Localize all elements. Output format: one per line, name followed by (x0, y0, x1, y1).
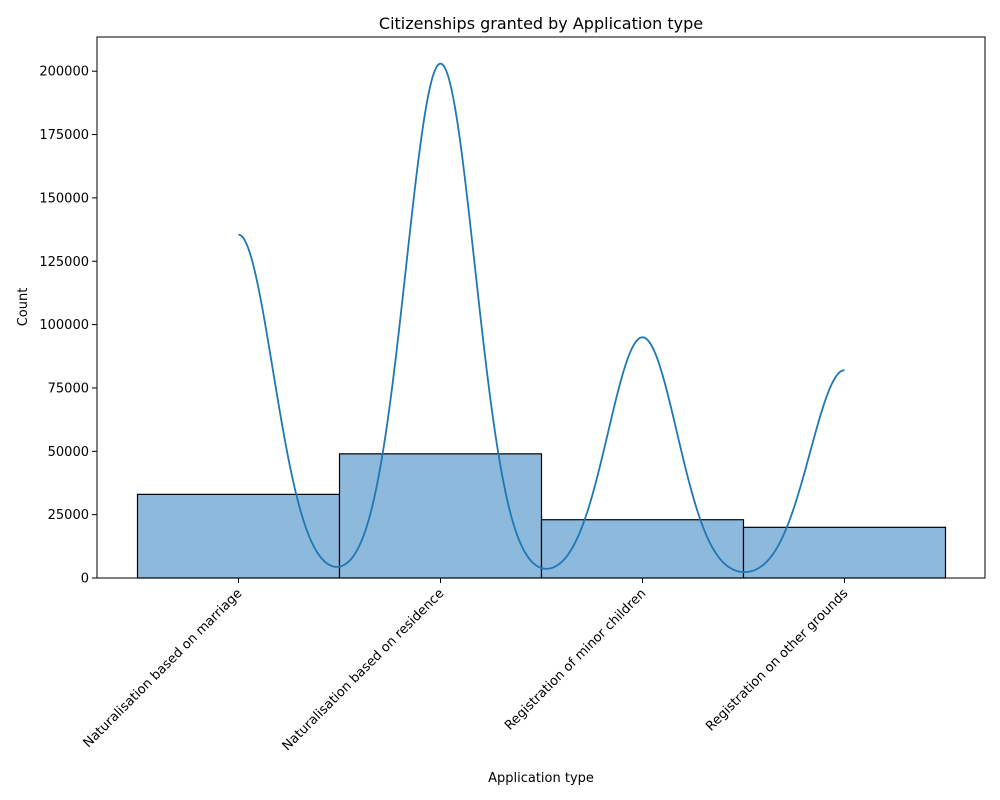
y-tick-label: 25000 (48, 508, 89, 523)
y-tick-label: 125000 (39, 255, 89, 270)
y-tick-label: 75000 (48, 381, 89, 396)
x-tick-label: Registration on other grounds (703, 586, 851, 734)
x-tick-label: Naturalisation based on marriage (81, 586, 246, 751)
x-axis: Naturalisation based on marriage Naturali… (81, 578, 851, 754)
kde-line (238, 62, 845, 573)
y-tick-label: 0 (81, 572, 89, 587)
chart-title: Citizenships granted by Application type (379, 14, 703, 33)
y-tick-label: 100000 (39, 318, 89, 333)
x-tick-label: Registration of minor children (502, 586, 649, 733)
plot-frame (96, 36, 986, 579)
bar (338, 453, 543, 579)
bar (540, 519, 745, 579)
x-axis-label: Application type (488, 771, 594, 786)
y-axis: 0 25000 50000 75000 100000 125000 150000 175000… (39, 65, 97, 587)
bar (136, 493, 341, 579)
y-axis-label: Count (16, 288, 31, 327)
y-tick-label: 175000 (39, 128, 89, 143)
y-tick-label: 50000 (48, 445, 89, 460)
bar-series (136, 453, 947, 579)
y-tick-label: 150000 (39, 191, 89, 206)
kde-series (238, 62, 845, 573)
y-tick-label: 200000 (39, 65, 89, 80)
bar (742, 526, 947, 579)
x-tick-label: Naturalisation based on residence (280, 586, 448, 754)
